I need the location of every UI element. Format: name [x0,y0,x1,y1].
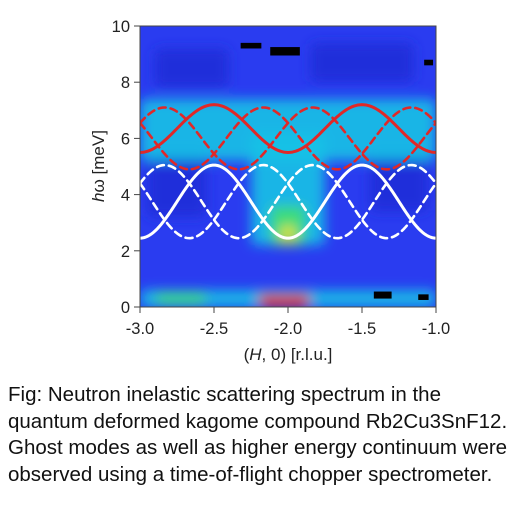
y-tick-label-4: 8 [121,74,130,92]
y-axis-label: hω [meV] [89,130,108,202]
x-tick-label-3: -1.5 [348,320,376,338]
dispersion-curve-0 [140,103,436,154]
x-tick-label-2: -2.0 [274,320,302,338]
intensity-region-5 [140,99,436,161]
intensity-region-9 [258,294,311,307]
dispersion-curves [140,103,436,240]
figure-caption: Fig: Neutron inelastic scattering spectr… [8,383,508,486]
y-tick-label-3: 6 [121,130,130,148]
intensity-region-6 [154,48,229,88]
intensity-layer [140,42,436,307]
y-tick-label-2: 4 [121,187,130,205]
missing-data-layer [240,42,434,300]
missing-cell-2 [424,59,434,66]
intensity-region-7 [310,42,414,83]
x-tick-label-4: -1.0 [422,320,450,338]
x-tick-label-1: -2.5 [200,320,228,338]
missing-cell-3 [373,291,392,299]
missing-cell-0 [270,47,300,56]
intensity-region-2 [280,225,296,243]
plot-area [140,26,436,307]
missing-cell-4 [418,294,429,300]
dispersion-curve-5 [140,163,436,240]
dispersion-curve-2 [140,106,436,171]
spectrum-figure: -3.0 -2.5 -2.0 -1.5 -1.0 0 2 4 6 8 10 (H, 0) [r.l… [89,18,450,364]
y-axis: 0 2 4 6 8 10 [112,18,140,317]
y-tick-label-1: 2 [121,243,130,261]
y-tick-label-0: 0 [121,299,130,317]
y-tick-label-5: 10 [112,18,130,36]
x-axis: -3.0 -2.5 -2.0 -1.5 -1.0 [126,307,450,338]
x-tick-label-0: -3.0 [126,320,154,338]
x-axis-label: (H, 0) [r.l.u.] [244,345,333,364]
intensity-region-10 [154,292,207,305]
missing-cell-1 [240,42,262,49]
